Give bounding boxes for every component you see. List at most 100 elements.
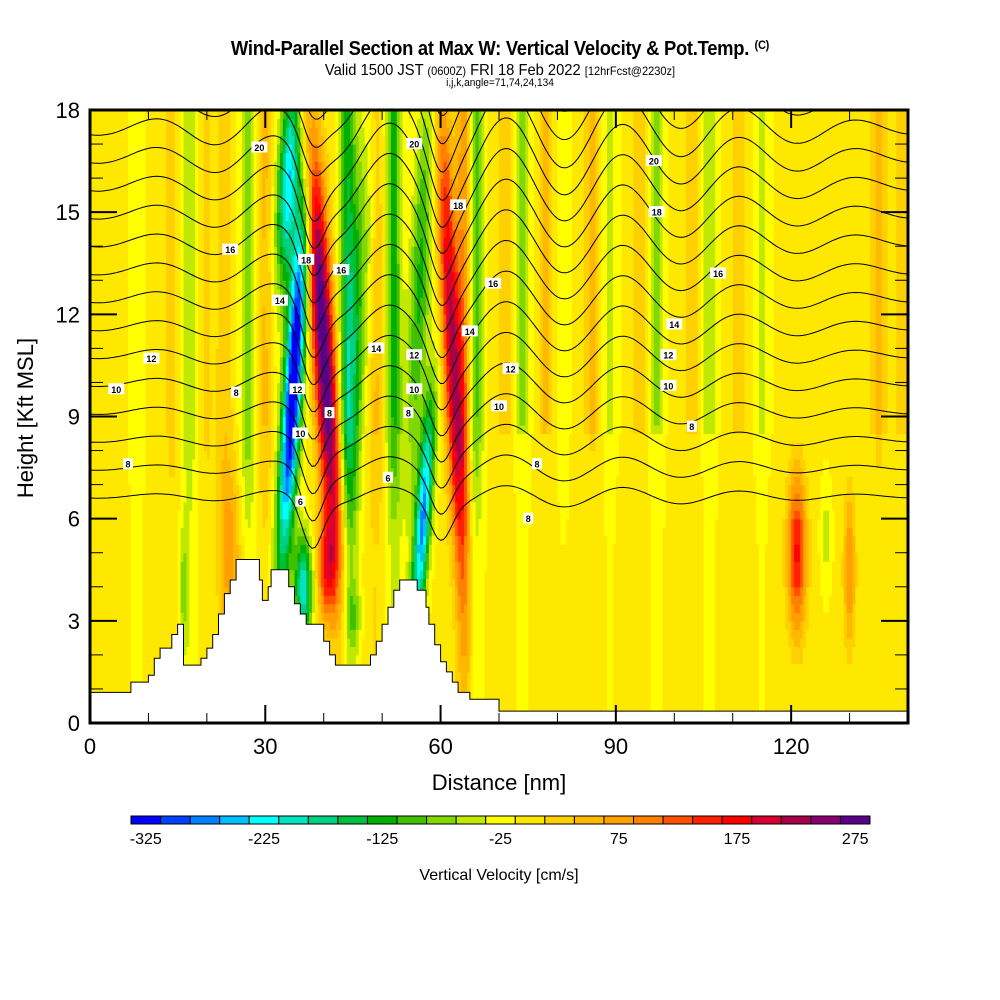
field-cell (636, 433, 640, 723)
field-cell (461, 467, 465, 511)
field-cell (712, 433, 716, 723)
field-cell (355, 595, 360, 630)
field-cell (791, 603, 795, 622)
field-cell (364, 144, 369, 230)
field-cell (350, 527, 354, 596)
field-cell (434, 356, 439, 392)
field-cell (329, 493, 334, 545)
field-cell (449, 263, 453, 298)
field-cell (361, 373, 366, 435)
field-cell (300, 527, 304, 537)
field-cell (817, 110, 821, 520)
field-cell (452, 467, 456, 486)
field-cell (566, 110, 570, 520)
contour-label: 12 (292, 385, 302, 395)
field-cell (665, 110, 670, 435)
field-cell (285, 356, 290, 367)
field-cell (659, 433, 664, 723)
colorbar-tick-label: -25 (489, 831, 512, 848)
field-cell (268, 229, 272, 273)
field-cell (303, 544, 307, 554)
field-cell (408, 118, 412, 239)
field-cell (285, 544, 290, 554)
field-cell (291, 484, 296, 494)
field-cell (423, 535, 427, 545)
field-cell (300, 450, 304, 477)
field-cell (458, 297, 462, 332)
field-cell (802, 510, 807, 596)
field-cell (370, 527, 374, 723)
field-cell (443, 110, 448, 137)
contour-label: 10 (409, 385, 419, 395)
field-cell (621, 110, 626, 723)
field-cell (373, 110, 377, 120)
field-cell (703, 110, 708, 435)
field-cell (317, 212, 322, 230)
field-cell (799, 467, 804, 486)
field-cell (387, 110, 392, 477)
field-cell (122, 110, 126, 723)
field-cell (782, 110, 786, 520)
field-cell (423, 118, 427, 171)
field-cell (431, 535, 436, 579)
field-cell (437, 246, 442, 298)
field-cell (592, 450, 597, 723)
field-cell (312, 535, 316, 571)
field-cell (317, 110, 322, 120)
field-cell (779, 110, 783, 723)
field-cell (446, 365, 450, 392)
field-cell (598, 110, 602, 723)
field-cell (265, 425, 269, 520)
field-cell (817, 552, 821, 723)
contour-label: 16 (225, 245, 235, 255)
field-cell (595, 433, 599, 723)
field-cell (282, 373, 287, 392)
field-cell (455, 254, 459, 273)
field-cell (522, 110, 526, 426)
field-cell (297, 561, 301, 579)
field-cell (428, 416, 433, 435)
field-cell (341, 544, 345, 571)
field-cell (539, 110, 544, 435)
field-cell (414, 246, 418, 401)
field-cell (347, 416, 351, 443)
field-cell (423, 169, 427, 315)
field-cell (282, 390, 287, 409)
contour-label: 12 (409, 351, 419, 361)
field-cell (282, 442, 287, 503)
field-cell (297, 527, 301, 537)
field-cell (320, 459, 325, 477)
field-cell (195, 110, 199, 723)
field-cell (788, 646, 792, 723)
field-cell (525, 110, 529, 435)
field-cell (791, 637, 795, 665)
field-cell (352, 578, 357, 605)
field-cell (288, 322, 293, 332)
field-cell (224, 501, 228, 588)
field-cell (393, 425, 398, 477)
field-cell (665, 433, 670, 723)
field-cell (639, 110, 643, 435)
field-cell (285, 254, 290, 273)
field-cell (358, 510, 363, 596)
field-cell (294, 569, 299, 596)
field-cell (361, 433, 366, 554)
field-cell (469, 535, 474, 656)
field-cell (449, 416, 453, 443)
field-cell (840, 586, 845, 723)
field-cell (475, 535, 480, 723)
field-cell (297, 152, 301, 188)
field-cell (294, 297, 299, 307)
field-cell (370, 237, 374, 358)
field-cell (274, 373, 278, 452)
field-cell (288, 552, 293, 571)
field-cell (715, 518, 719, 723)
field-cell (425, 535, 430, 545)
field-cell (805, 518, 810, 588)
field-cell (358, 161, 363, 213)
field-cell (688, 433, 693, 723)
field-cell (846, 527, 851, 613)
field-cell (344, 459, 348, 486)
field-cell (455, 586, 459, 622)
field-cell (425, 416, 430, 435)
